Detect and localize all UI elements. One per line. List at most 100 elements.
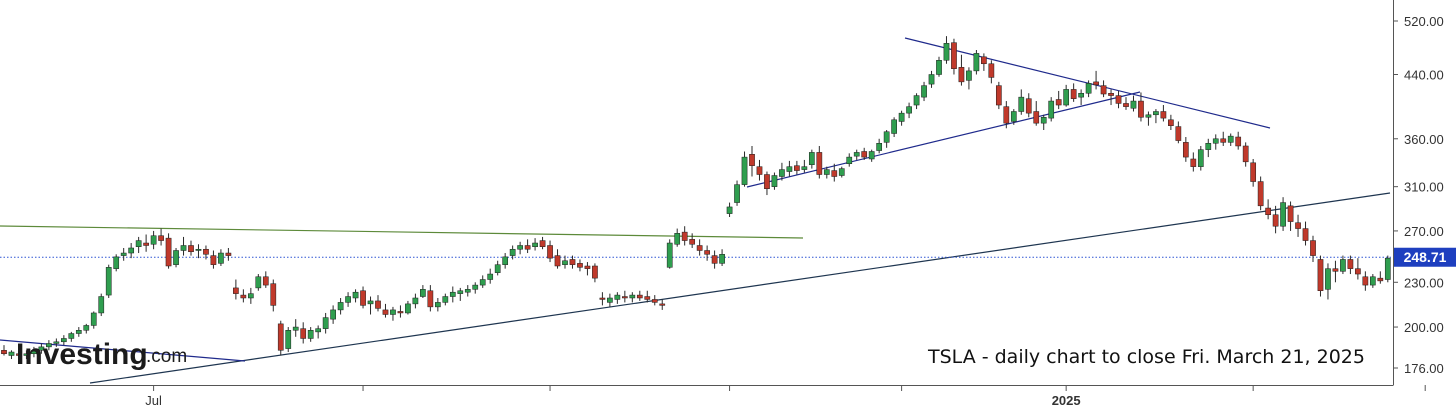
candle-body-50 (375, 300, 381, 309)
candle-body-84 (629, 294, 636, 299)
y-tick-label-270.00: 270.00 (1404, 224, 1444, 239)
candle-body-130 (973, 53, 980, 72)
candle-body-140 (1048, 100, 1055, 119)
candle-body-162 (1212, 138, 1219, 144)
candle-body-175 (1310, 240, 1316, 256)
candle-body-88 (659, 303, 666, 306)
last-price-label: 248.71 (1404, 249, 1447, 265)
candle-body-108 (808, 152, 815, 165)
candle-body-173 (1295, 222, 1301, 229)
candle-body-179 (1340, 259, 1346, 272)
candle-body-44 (330, 309, 336, 320)
trendline-early-down (0, 339, 246, 362)
candle-body-172 (1287, 205, 1294, 222)
candle-body-167 (1250, 162, 1257, 182)
candle-body-61 (457, 290, 464, 294)
candle-body-171 (1280, 202, 1286, 227)
candle-body-113 (846, 156, 853, 165)
trendlines-layer (0, 37, 1391, 384)
candle-body-40 (300, 328, 307, 339)
trendline-upper-resistance (904, 37, 1271, 129)
candle-body-31 (233, 287, 239, 294)
candle-body-30 (225, 252, 232, 256)
candle-body-67 (502, 256, 509, 265)
candle-body-55 (412, 297, 419, 305)
candle-body-94 (704, 250, 710, 255)
candle-body-38 (285, 330, 292, 349)
candle-body-1 (8, 351, 15, 356)
candle-body-120 (898, 112, 905, 122)
candle-body-60 (449, 291, 456, 297)
candle-body-42 (315, 328, 322, 333)
candle-body-112 (838, 168, 845, 176)
investing-logo: Investing .com (16, 338, 187, 371)
candle-body-123 (921, 85, 927, 98)
candle-body-17 (128, 247, 135, 254)
candle-body-154 (1153, 111, 1159, 116)
candle-body-181 (1355, 268, 1361, 275)
candle-body-0 (1, 350, 7, 355)
candle-body-141 (1055, 99, 1062, 106)
candle-body-33 (247, 293, 254, 299)
candle-body-78 (584, 265, 591, 269)
candle-body-85 (636, 294, 643, 299)
candle-body-57 (427, 290, 434, 308)
candle-body-21 (158, 235, 164, 241)
candle-body-68 (509, 248, 516, 256)
candle-body-101 (756, 166, 763, 175)
candle-body-132 (988, 63, 995, 78)
candle-body-73 (547, 245, 553, 259)
candle-body-168 (1257, 181, 1264, 207)
candle-body-165 (1235, 136, 1242, 147)
candle-body-163 (1220, 138, 1227, 143)
candle-body-115 (861, 151, 868, 158)
candle-body-149 (1115, 95, 1122, 104)
candle-body-178 (1332, 268, 1339, 272)
candle-body-41 (307, 330, 314, 339)
candle-body-37 (277, 323, 284, 351)
candle-body-86 (644, 296, 651, 300)
trendline-green-resistance (0, 225, 804, 239)
candle-body-65 (487, 273, 494, 280)
candle-body-72 (539, 240, 546, 247)
candle-body-11 (83, 325, 90, 331)
y-tick-label-310.00: 310.00 (1404, 180, 1444, 195)
candle-body-107 (801, 166, 808, 170)
candle-body-45 (337, 302, 344, 311)
candle-body-150 (1123, 103, 1129, 107)
candle-body-155 (1160, 111, 1167, 119)
candle-body-135 (1010, 111, 1017, 122)
candle-body-153 (1145, 114, 1152, 118)
candle-body-14 (105, 267, 112, 296)
candle-body-100 (749, 154, 755, 166)
candle-body-23 (173, 250, 179, 265)
candle-body-29 (218, 252, 224, 264)
candle-body-20 (150, 235, 157, 245)
candle-body-7 (53, 341, 60, 344)
candle-body-128 (958, 67, 965, 83)
candle-body-62 (464, 289, 471, 293)
candle-body-79 (592, 265, 598, 279)
candle-body-143 (1070, 89, 1077, 99)
candle-body-27 (203, 248, 209, 255)
candle-body-43 (322, 317, 329, 329)
candle-body-99 (741, 156, 748, 185)
candle-body-142 (1063, 89, 1070, 106)
candle-body-98 (734, 184, 740, 203)
last-price-badge: 248.71 (1394, 247, 1456, 267)
candle-body-12 (90, 312, 97, 326)
y-tick-label-440.00: 440.00 (1404, 68, 1444, 83)
candle-body-66 (494, 264, 501, 273)
candle-body-77 (577, 263, 583, 268)
candle-body-148 (1108, 92, 1114, 96)
candle-body-5 (38, 346, 45, 351)
logo-domain: .com (146, 346, 187, 367)
candle-body-25 (188, 245, 194, 253)
candle-body-157 (1175, 126, 1182, 141)
candle-body-35 (262, 276, 269, 286)
candle-body-69 (517, 245, 523, 250)
candle-body-166 (1242, 145, 1249, 163)
candle-body-125 (936, 60, 942, 75)
candle-body-144 (1078, 92, 1084, 98)
y-tick-label-200.00: 200.00 (1404, 320, 1444, 335)
